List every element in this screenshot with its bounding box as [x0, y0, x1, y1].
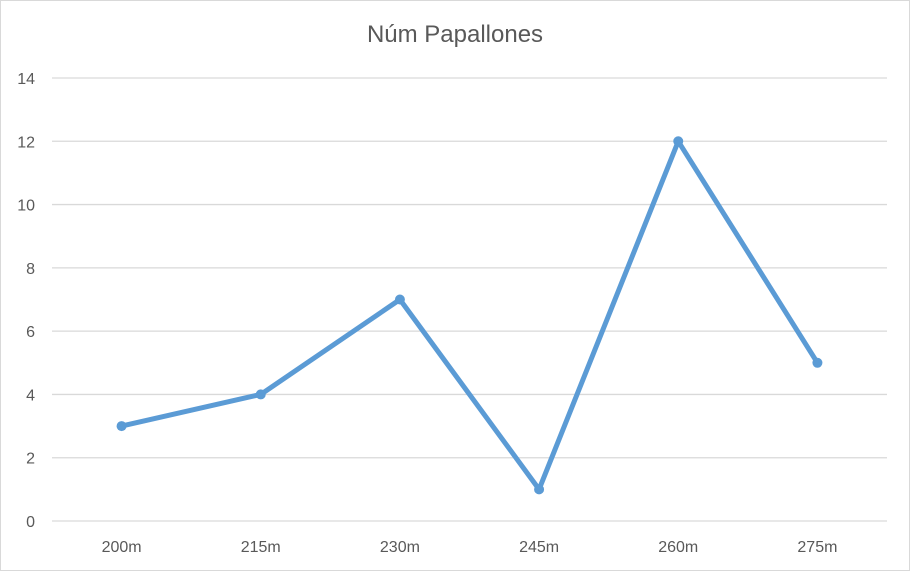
y-tick-label: 14 — [17, 71, 35, 88]
x-tick-label: 200m — [102, 539, 142, 556]
y-tick-label: 2 — [26, 451, 35, 468]
y-tick-label: 8 — [26, 261, 35, 278]
data-point — [255, 389, 266, 400]
series-group — [116, 136, 823, 495]
x-tick-labels: 200m 215m 230m 245m 260m 275m — [102, 539, 838, 556]
x-tick-label: 260m — [658, 539, 698, 556]
data-point — [116, 421, 127, 432]
data-point — [812, 357, 823, 368]
x-tick-label: 275m — [797, 539, 837, 556]
y-tick-label: 12 — [17, 134, 35, 151]
chart-title: Núm Papallones — [366, 21, 544, 48]
y-tick-label: 0 — [26, 514, 35, 531]
y-tick-labels: 0 2 4 6 8 10 12 14 — [17, 71, 35, 531]
y-tick-label: 4 — [26, 387, 35, 404]
data-point — [534, 484, 545, 495]
x-tick-label: 245m — [519, 539, 559, 556]
x-tick-label: 230m — [380, 539, 420, 556]
y-tick-label: 10 — [17, 198, 35, 215]
gridlines — [52, 77, 887, 522]
data-point — [394, 294, 405, 305]
series-line — [119, 138, 820, 492]
y-tick-label: 6 — [26, 324, 35, 341]
data-point — [673, 136, 684, 147]
x-tick-label: 215m — [241, 539, 281, 556]
